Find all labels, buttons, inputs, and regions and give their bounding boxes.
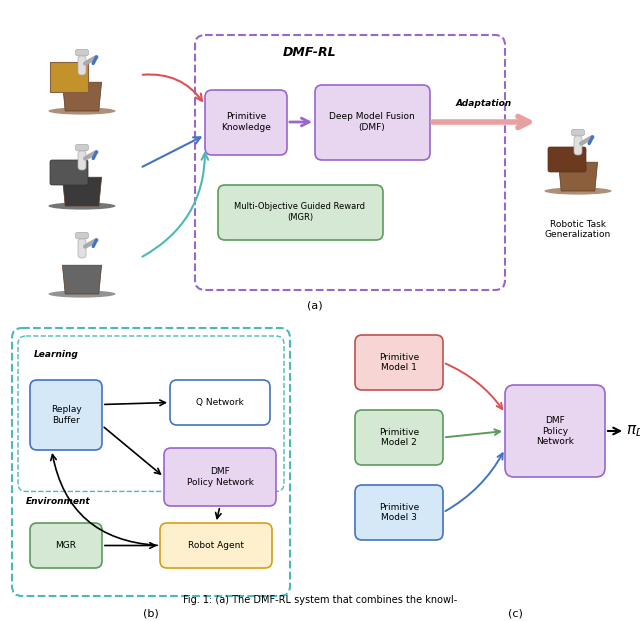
- FancyBboxPatch shape: [50, 62, 88, 92]
- Text: DMF-RL: DMF-RL: [283, 45, 337, 58]
- FancyBboxPatch shape: [78, 151, 86, 170]
- FancyBboxPatch shape: [572, 129, 584, 136]
- Ellipse shape: [49, 291, 116, 297]
- Text: Deep Model Fusion
(DMF): Deep Model Fusion (DMF): [329, 112, 415, 132]
- FancyBboxPatch shape: [30, 523, 102, 568]
- Text: Robot Agent: Robot Agent: [188, 541, 244, 550]
- Text: Multi-Objective Guided Reward
(MGR): Multi-Objective Guided Reward (MGR): [234, 202, 365, 222]
- Text: Primitive
Model 2: Primitive Model 2: [379, 428, 419, 447]
- Text: Robotic Task
Generalization: Robotic Task Generalization: [545, 220, 611, 240]
- FancyBboxPatch shape: [164, 448, 276, 506]
- Ellipse shape: [49, 107, 116, 115]
- Text: Replay
Buffer: Replay Buffer: [51, 406, 81, 425]
- FancyBboxPatch shape: [548, 147, 586, 172]
- FancyBboxPatch shape: [50, 160, 88, 185]
- Text: (b): (b): [143, 609, 159, 619]
- Text: MGR: MGR: [56, 541, 77, 550]
- FancyBboxPatch shape: [78, 56, 86, 75]
- Text: (a): (a): [307, 300, 323, 310]
- FancyBboxPatch shape: [574, 136, 582, 155]
- Polygon shape: [558, 162, 598, 191]
- Polygon shape: [63, 82, 102, 111]
- FancyBboxPatch shape: [505, 385, 605, 477]
- FancyBboxPatch shape: [30, 380, 102, 450]
- FancyBboxPatch shape: [170, 380, 270, 425]
- Text: Environment: Environment: [26, 497, 91, 506]
- Polygon shape: [63, 177, 102, 206]
- FancyBboxPatch shape: [160, 523, 272, 568]
- Text: Primitive
Model 3: Primitive Model 3: [379, 503, 419, 522]
- FancyBboxPatch shape: [218, 185, 383, 240]
- FancyBboxPatch shape: [76, 145, 88, 151]
- FancyBboxPatch shape: [355, 410, 443, 465]
- FancyBboxPatch shape: [78, 239, 86, 258]
- FancyBboxPatch shape: [76, 232, 88, 239]
- FancyBboxPatch shape: [355, 335, 443, 390]
- Text: DMF
Policy
Network: DMF Policy Network: [536, 416, 574, 446]
- Text: Fig. 1: (a) The DMF-RL system that combines the knowl-: Fig. 1: (a) The DMF-RL system that combi…: [183, 595, 457, 605]
- Text: $\pi_D$: $\pi_D$: [625, 423, 640, 439]
- Text: Q Network: Q Network: [196, 398, 244, 407]
- Polygon shape: [63, 265, 102, 294]
- FancyBboxPatch shape: [76, 50, 88, 56]
- Ellipse shape: [49, 202, 116, 210]
- FancyBboxPatch shape: [355, 485, 443, 540]
- FancyBboxPatch shape: [205, 90, 287, 155]
- Ellipse shape: [545, 188, 612, 194]
- Text: Primitive
Model 1: Primitive Model 1: [379, 353, 419, 372]
- FancyBboxPatch shape: [315, 85, 430, 160]
- Text: Adaptation: Adaptation: [456, 99, 512, 107]
- Text: Learning: Learning: [34, 350, 79, 359]
- Text: (c): (c): [508, 609, 522, 619]
- Text: DMF
Policy Network: DMF Policy Network: [187, 467, 253, 487]
- Text: Primitive
Knowledge: Primitive Knowledge: [221, 112, 271, 132]
